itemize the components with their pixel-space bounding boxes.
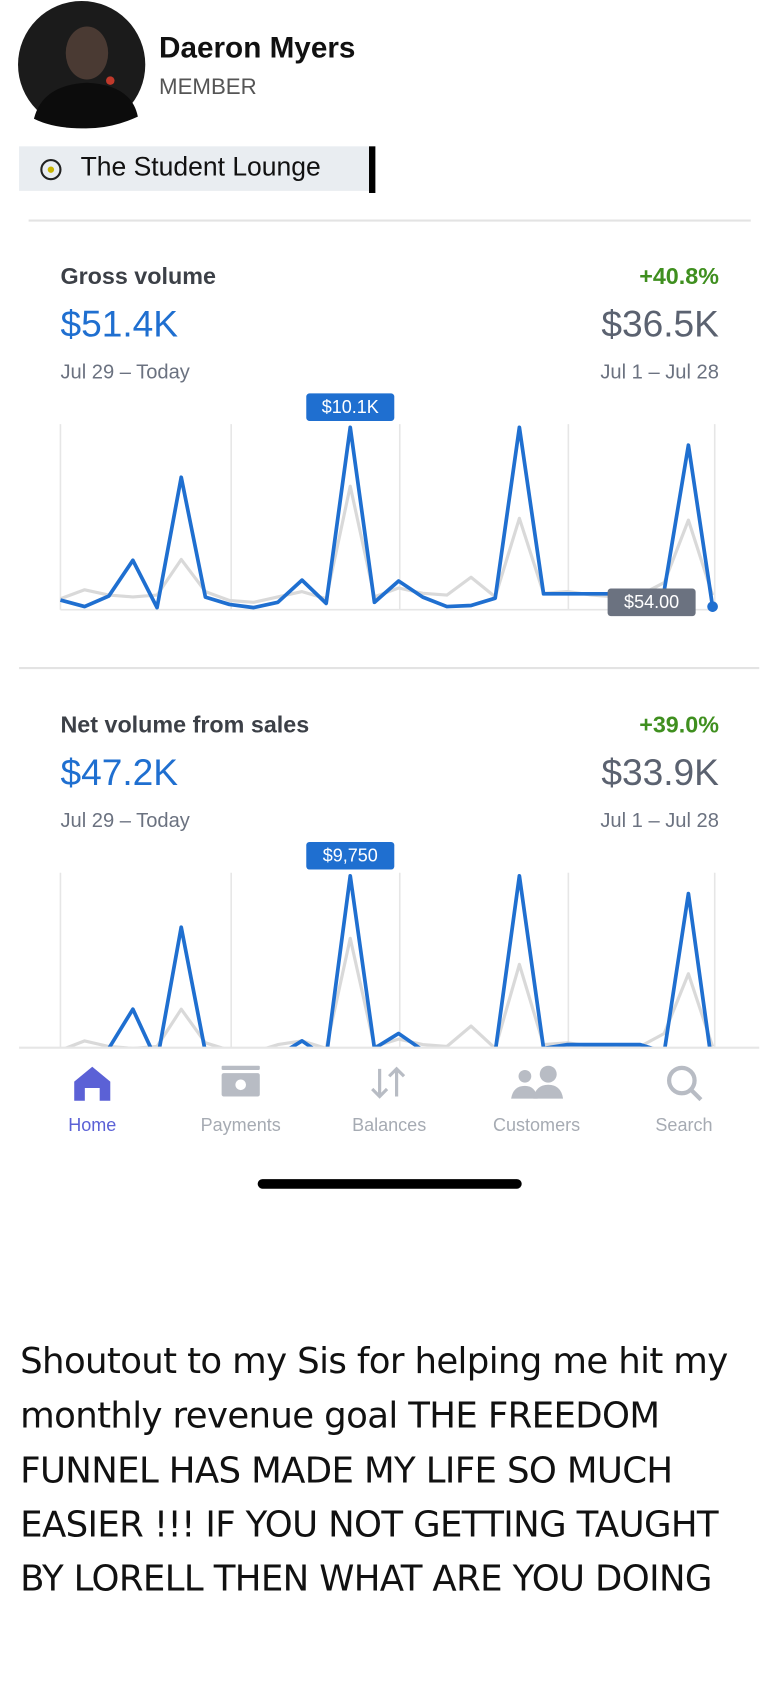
current-value: $47.2K (60, 751, 178, 793)
previous-range: Jul 1 – Jul 28 (600, 810, 719, 832)
cards: Gross volume +40.8% $51.4K $36.5K Jul 29 – T… (59, 263, 719, 1078)
tab-bar: Home Payments Balances Customers Search (0, 1046, 772, 1326)
previous-value: $36.5K (601, 302, 719, 344)
current-range: Jul 29 – Today (60, 810, 190, 832)
callout-label: $9,750 (323, 846, 378, 866)
metric-card[interactable]: Gross volume +40.8% $51.4K $36.5K Jul 29 – T… (59, 263, 719, 617)
callout-box (306, 393, 395, 421)
customers-icon (511, 1065, 564, 1099)
card-title: Net volume from sales (60, 712, 309, 738)
change: +40.8% (639, 263, 719, 289)
previous-value: $33.9K (601, 751, 719, 793)
profile: Daeron Myers MEMBER (18, 1, 355, 129)
search-icon (666, 1065, 703, 1102)
app-screen: Daeron Myers MEMBER The Student Lounge G… (0, 1, 772, 1326)
previous-line (59, 484, 715, 604)
tab-label[interactable]: Payments (201, 1115, 281, 1135)
current-range: Jul 29 – Today (60, 362, 190, 384)
tab-label[interactable]: Customers (493, 1115, 580, 1135)
home-indicator (257, 1179, 522, 1189)
today-dot (707, 601, 718, 612)
profile-name: Daeron Myers (159, 32, 355, 65)
callout-label: $10.1K (322, 397, 379, 417)
caption: Shoutout to my Sis for helping me hit my… (20, 1340, 728, 1600)
profile-role: MEMBER (159, 74, 257, 99)
avatar-detail (106, 76, 115, 85)
card-title: Gross volume (60, 263, 216, 289)
balances-icon (371, 1066, 406, 1099)
avatar-face (65, 26, 109, 80)
change: +39.0% (639, 712, 719, 738)
callout-label: $54.00 (624, 592, 679, 612)
metric-card[interactable]: Net volume from sales +39.0% $47.2K $33.9K J… (59, 712, 719, 1078)
group-tag[interactable]: The Student Lounge (19, 146, 376, 193)
tab-label[interactable]: Home (68, 1115, 116, 1135)
tab-label[interactable]: Balances (352, 1115, 426, 1135)
previous-range: Jul 1 – Jul 28 (600, 362, 719, 384)
tag-icon-dot (47, 166, 55, 173)
tag-icon (40, 159, 62, 181)
tab-labels: Home Payments Balances Customers Search (68, 1115, 712, 1135)
home-icon (74, 1066, 111, 1101)
group-name: The Student Lounge (81, 152, 321, 182)
previous-line (59, 936, 715, 1054)
callout-box (306, 841, 395, 870)
callout-box (607, 588, 696, 617)
payments-icon (221, 1065, 260, 1097)
tab-label[interactable]: Search (655, 1115, 712, 1135)
avatar-body (33, 82, 138, 129)
tag-background (19, 146, 370, 191)
current-line (59, 425, 715, 610)
current-value: $51.4K (60, 302, 178, 344)
tag-bar (369, 146, 376, 193)
current-line (59, 874, 715, 1069)
